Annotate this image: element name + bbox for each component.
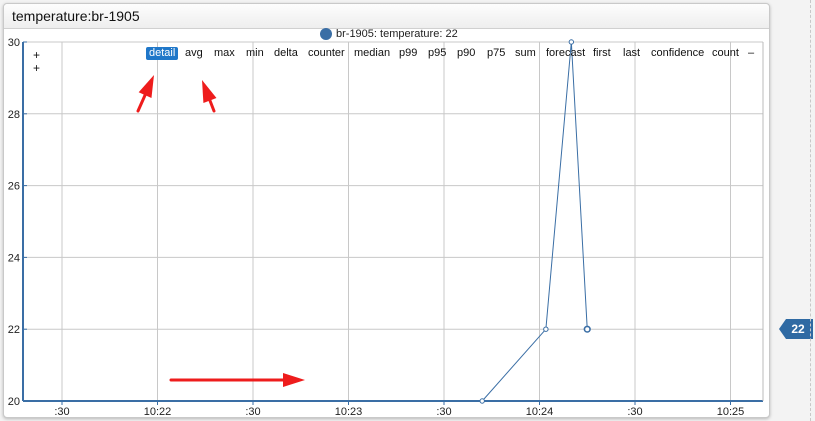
stat-option-8[interactable]: p95 bbox=[428, 47, 447, 59]
legend-series-marker-icon bbox=[320, 28, 332, 40]
annotation-arrow-head bbox=[283, 373, 305, 387]
data-point bbox=[583, 325, 591, 333]
series-line-0 bbox=[481, 41, 588, 402]
x-tick-label: :30 bbox=[54, 406, 69, 418]
stat-option-5[interactable]: counter bbox=[308, 47, 345, 59]
stat-option-14[interactable]: last bbox=[623, 47, 641, 59]
expand-plus-icon[interactable]: + bbox=[33, 61, 41, 75]
y-tick-label: 24 bbox=[8, 252, 20, 264]
stat-option-10[interactable]: p75 bbox=[487, 47, 506, 59]
data-point bbox=[543, 326, 549, 332]
stat-option-16[interactable]: count bbox=[712, 47, 739, 59]
y-tick-label: 20 bbox=[8, 396, 20, 408]
x-tick-label: 10:23 bbox=[335, 406, 363, 418]
y-tick-label: 26 bbox=[8, 181, 20, 193]
annotation-arrow-head bbox=[138, 75, 154, 98]
x-tick-label: 10:25 bbox=[717, 406, 745, 418]
expand-plus-icon[interactable]: + bbox=[33, 48, 41, 62]
stat-option-11[interactable]: sum bbox=[515, 47, 536, 59]
stat-option-0[interactable]: detail bbox=[146, 47, 179, 60]
stat-option-17[interactable]: – bbox=[748, 47, 755, 59]
y-tick-label: 30 bbox=[8, 37, 20, 49]
stat-option-4[interactable]: delta bbox=[274, 47, 298, 59]
y-tick-label: 28 bbox=[8, 109, 20, 121]
stat-option-7[interactable]: p99 bbox=[399, 47, 418, 59]
x-tick-label: :30 bbox=[245, 406, 260, 418]
x-tick-label: :30 bbox=[627, 406, 642, 418]
chart-widget: temperature:br-1905 bbox=[3, 3, 770, 418]
stat-option-3[interactable]: min bbox=[246, 47, 264, 59]
y-tick-label: 22 bbox=[8, 324, 20, 336]
data-point bbox=[568, 39, 575, 45]
x-tick-label: 10:22 bbox=[144, 406, 172, 418]
widget-title: temperature:br-1905 bbox=[12, 8, 140, 24]
legend-series-label: br-1905: temperature: 22 bbox=[336, 28, 458, 40]
annotation-arrow-shaft bbox=[208, 99, 216, 113]
stat-option-1[interactable]: avg bbox=[185, 47, 203, 59]
data-point bbox=[479, 398, 485, 404]
annotation-arrow-shaft bbox=[136, 93, 147, 113]
stat-option-15[interactable]: confidence bbox=[651, 47, 705, 59]
annotation-arrow-head bbox=[202, 80, 217, 104]
chart-legend[interactable]: br-1905: temperature: 22 bbox=[320, 27, 458, 41]
stat-option-12[interactable]: forecast bbox=[546, 47, 586, 59]
stat-option-2[interactable]: max bbox=[214, 47, 235, 59]
x-tick-label: 10:24 bbox=[526, 406, 554, 418]
viewport-edge-divider bbox=[810, 0, 811, 421]
last-value-badge: 22 bbox=[779, 319, 813, 339]
stat-option-6[interactable]: median bbox=[354, 47, 391, 59]
widget-title-bar: temperature:br-1905 bbox=[4, 4, 769, 29]
x-tick-label: :30 bbox=[436, 406, 451, 418]
stat-option-9[interactable]: p90 bbox=[457, 47, 476, 59]
last-value-text: 22 bbox=[791, 322, 805, 336]
stat-option-13[interactable]: first bbox=[593, 47, 611, 59]
